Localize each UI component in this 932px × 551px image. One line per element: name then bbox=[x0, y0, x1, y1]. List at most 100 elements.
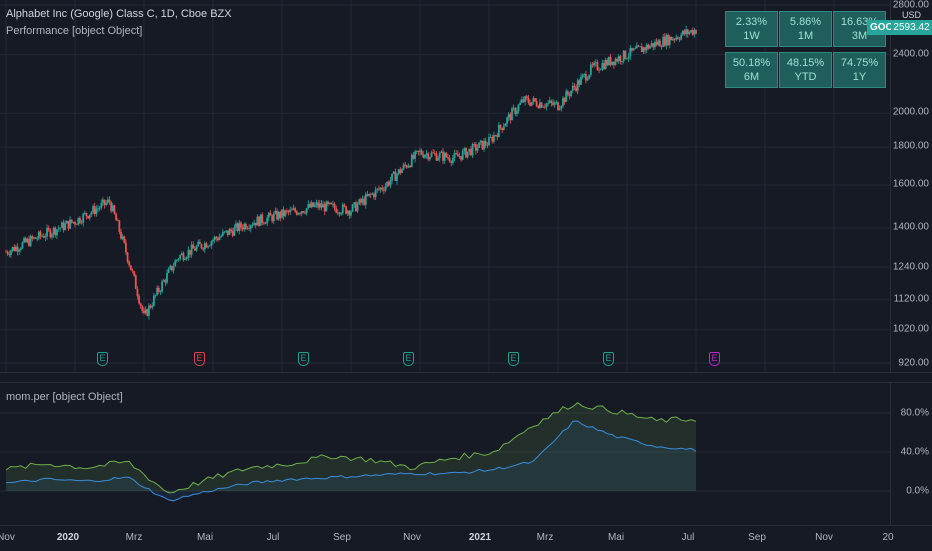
earnings-marker-icon[interactable]: E bbox=[403, 352, 414, 366]
earnings-marker-icon[interactable]: E bbox=[709, 352, 720, 366]
candle-body bbox=[681, 30, 684, 35]
candle-body bbox=[18, 250, 21, 252]
candle-body bbox=[323, 204, 326, 212]
candle-body bbox=[470, 148, 472, 156]
candle-body bbox=[317, 202, 320, 208]
earnings-marker-icon[interactable]: E bbox=[603, 352, 614, 366]
candle-body bbox=[548, 100, 551, 103]
candle-body bbox=[167, 268, 170, 273]
candle-body bbox=[627, 56, 630, 59]
candle-body bbox=[409, 165, 412, 167]
candle-body bbox=[5, 251, 7, 253]
candle-body bbox=[289, 209, 292, 213]
candle-body bbox=[333, 203, 336, 209]
candle-body bbox=[478, 142, 481, 148]
candle-body bbox=[601, 63, 604, 70]
oscillator-axis[interactable]: 80.0% 40.0% 0.0% bbox=[890, 383, 932, 525]
oscillator-chart[interactable] bbox=[0, 383, 890, 525]
candle-body bbox=[141, 306, 144, 311]
time-axis[interactable]: Nov 2020 Mrz Mai Jul Sep Nov 2021 Mrz Ma… bbox=[0, 525, 932, 551]
candle-body bbox=[21, 242, 24, 249]
price-axis[interactable]: 2800.00 2400.00 2000.00 1800.00 1600.00 … bbox=[890, 0, 932, 372]
candle-body bbox=[542, 106, 545, 108]
price-tick: 2000.00 bbox=[892, 106, 929, 118]
candle-body bbox=[111, 205, 114, 212]
candle-body bbox=[598, 69, 600, 71]
candle-body bbox=[115, 213, 117, 221]
candle-body bbox=[562, 97, 564, 107]
candle-body bbox=[525, 96, 528, 99]
candle-body bbox=[599, 69, 602, 71]
candle-body bbox=[287, 210, 290, 213]
candle-body bbox=[642, 47, 645, 53]
candle-body bbox=[169, 265, 172, 269]
candle-body bbox=[573, 85, 576, 88]
candle-body bbox=[152, 295, 155, 306]
candle-body bbox=[695, 29, 697, 34]
candle-body bbox=[497, 124, 500, 138]
candle-body bbox=[207, 246, 209, 248]
candle-body bbox=[519, 102, 522, 105]
candle-body bbox=[690, 30, 692, 32]
candle-body bbox=[281, 209, 283, 218]
candle-body bbox=[88, 214, 91, 219]
candle-body bbox=[14, 246, 17, 251]
per-line bbox=[5, 420, 697, 502]
candle-body bbox=[427, 153, 430, 160]
indicator-legend[interactable]: Performance [object Object] bbox=[6, 25, 143, 37]
candle-body bbox=[404, 164, 407, 166]
candle-body bbox=[335, 208, 338, 213]
candle-body bbox=[685, 29, 688, 35]
candle-body bbox=[123, 236, 126, 243]
candle-body bbox=[663, 36, 666, 46]
candle-body bbox=[92, 206, 94, 213]
candle-body bbox=[588, 74, 591, 79]
perf-value: 74.75% bbox=[840, 57, 879, 69]
earnings-marker-icon[interactable]: E bbox=[97, 352, 108, 366]
candle-body bbox=[346, 210, 349, 214]
candle-body bbox=[461, 151, 464, 160]
candle-body bbox=[267, 212, 270, 218]
candle-body bbox=[256, 216, 259, 226]
candle-body bbox=[263, 222, 265, 224]
candle-body bbox=[405, 165, 408, 168]
price-chart[interactable] bbox=[0, 0, 890, 372]
pane-divider[interactable] bbox=[0, 372, 932, 383]
perf-value: 48.15% bbox=[786, 57, 825, 69]
candle-body bbox=[363, 198, 366, 205]
candle-body bbox=[69, 219, 71, 229]
candle-body bbox=[192, 244, 195, 249]
candle-body bbox=[340, 213, 343, 215]
oscillator-legend[interactable]: mom.per [object Object] bbox=[6, 391, 123, 403]
earnings-marker-icon[interactable]: E bbox=[298, 352, 309, 366]
candle-body bbox=[358, 199, 361, 205]
candle-body bbox=[28, 238, 30, 247]
candle-body bbox=[184, 259, 186, 260]
time-tick: 2020 bbox=[56, 532, 80, 543]
perf-value: 2.33% bbox=[735, 16, 768, 28]
time-tick: Sep bbox=[333, 532, 351, 543]
candle-body bbox=[621, 61, 623, 63]
candle-body bbox=[672, 38, 674, 41]
osc-tick: 80.0% bbox=[900, 407, 929, 419]
candle-body bbox=[327, 201, 329, 204]
candle-body bbox=[433, 152, 436, 154]
candle-body bbox=[650, 43, 653, 46]
candle-body bbox=[486, 145, 489, 146]
candle-body bbox=[425, 153, 428, 155]
candle-body bbox=[95, 208, 98, 215]
candle-body bbox=[116, 220, 119, 222]
candle-body bbox=[359, 199, 362, 203]
earnings-marker-icon[interactable]: E bbox=[508, 352, 519, 366]
candle-body bbox=[19, 248, 22, 251]
candle-body bbox=[226, 230, 229, 236]
candle-body bbox=[102, 199, 104, 203]
candle-body bbox=[644, 47, 646, 51]
candle-body bbox=[410, 154, 413, 167]
candle-body bbox=[249, 225, 252, 229]
candle-body bbox=[157, 287, 160, 292]
earnings-marker-icon[interactable]: E bbox=[194, 352, 205, 366]
candle-body bbox=[632, 48, 635, 51]
price-tick: 2400.00 bbox=[892, 48, 929, 60]
candle-body bbox=[120, 231, 122, 239]
